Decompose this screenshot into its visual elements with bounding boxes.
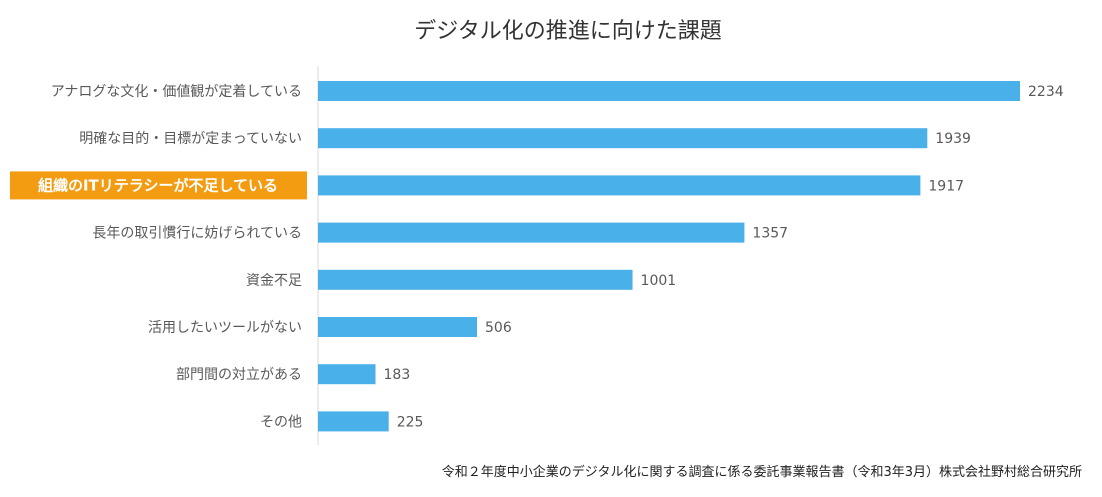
category-label: 資金不足 xyxy=(246,273,302,289)
bar xyxy=(318,317,478,337)
category-label: 部門間の対立がある xyxy=(176,367,302,383)
data-label: 183 xyxy=(384,367,411,383)
category-label: 長年の取引慣行に妨げられている xyxy=(92,225,302,242)
data-label: 225 xyxy=(397,414,424,430)
category-label: 活用したいツールがない xyxy=(148,320,302,336)
bar xyxy=(318,175,921,196)
data-label: 506 xyxy=(485,320,512,336)
chart-title: デジタル化の推進に向けた課題 xyxy=(414,19,722,44)
highlight-label-background xyxy=(10,171,307,200)
category-label-highlighted: 組織のITリテラシーが不足している xyxy=(38,176,278,194)
source-note: 令和２年度中小企業のデジタル化に関する調査に係る委託事業報告書（令和3年3月）株… xyxy=(442,464,1082,480)
category-label: 明確な目的・目標が定まっていない xyxy=(79,131,302,147)
bar xyxy=(318,269,633,290)
data-label: 1939 xyxy=(935,131,971,147)
data-label: 1357 xyxy=(752,226,788,242)
bar-marks: アナログな文化・価値観が定着している 2234 明確な目的・目標が定まっていない 19… xyxy=(10,81,1064,432)
bar xyxy=(318,364,376,385)
data-label: 1917 xyxy=(928,178,964,194)
bar xyxy=(318,128,928,149)
bar xyxy=(318,411,389,432)
bar xyxy=(318,81,1020,101)
category-label: その他 xyxy=(260,414,302,430)
data-label: 1001 xyxy=(641,273,677,289)
category-label: アナログな文化・価値観が定着している xyxy=(51,83,302,100)
data-label: 2234 xyxy=(1028,84,1064,100)
bar xyxy=(318,222,745,243)
